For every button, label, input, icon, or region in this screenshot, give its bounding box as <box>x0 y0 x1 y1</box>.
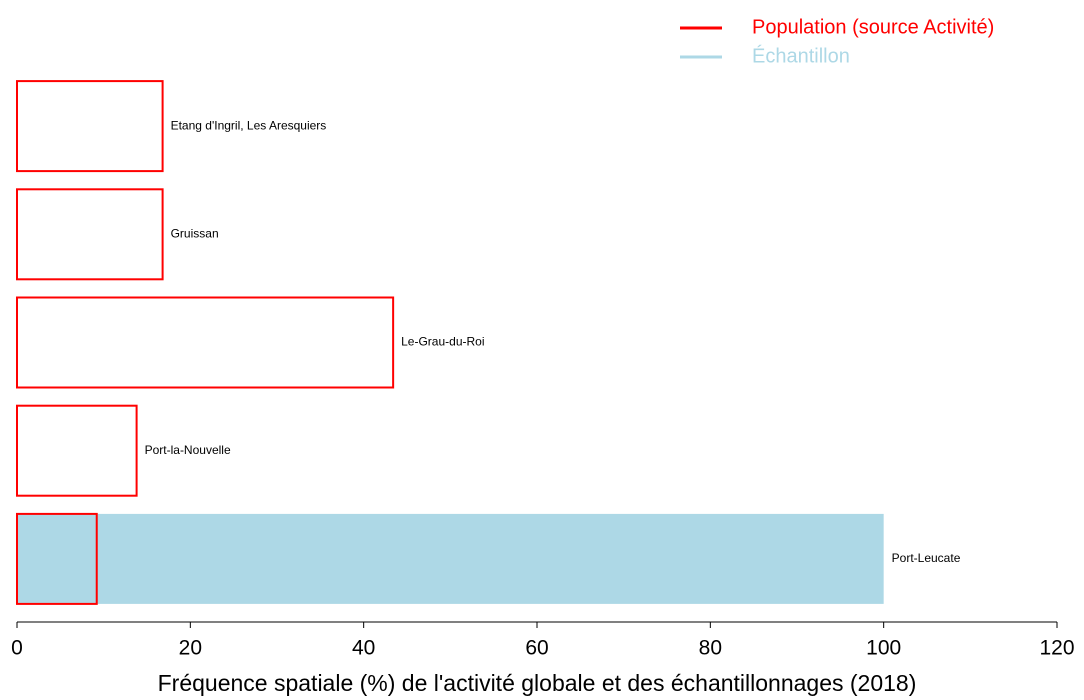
x-axis-title: Fréquence spatiale (%) de l'activité glo… <box>158 670 917 696</box>
bar-label: Port-la-Nouvelle <box>145 443 231 457</box>
legend-label: Échantillon <box>752 44 850 67</box>
bar-outline <box>16 404 138 497</box>
x-tick-label: 0 <box>11 637 23 660</box>
x-tick-label: 20 <box>179 637 202 660</box>
bar-outline <box>16 512 98 605</box>
bar-outline <box>16 188 164 281</box>
bar-label: Gruissan <box>171 226 219 240</box>
bar-outline <box>16 296 395 389</box>
x-tick-label: 60 <box>525 637 548 660</box>
bar-label: Port-Leucate <box>892 551 961 565</box>
x-tick-label: 120 <box>1039 637 1074 660</box>
bar-label: Le-Grau-du-Roi <box>401 335 484 349</box>
legend-label: Population (source Activité) <box>752 16 994 38</box>
bar <box>17 513 884 604</box>
x-tick-label: 40 <box>352 637 375 660</box>
x-tick-label: 100 <box>866 637 901 660</box>
x-tick-label: 80 <box>699 637 722 660</box>
bar-label: Etang d'Ingril, Les Aresquiers <box>171 118 327 132</box>
bar-outline <box>16 80 164 173</box>
